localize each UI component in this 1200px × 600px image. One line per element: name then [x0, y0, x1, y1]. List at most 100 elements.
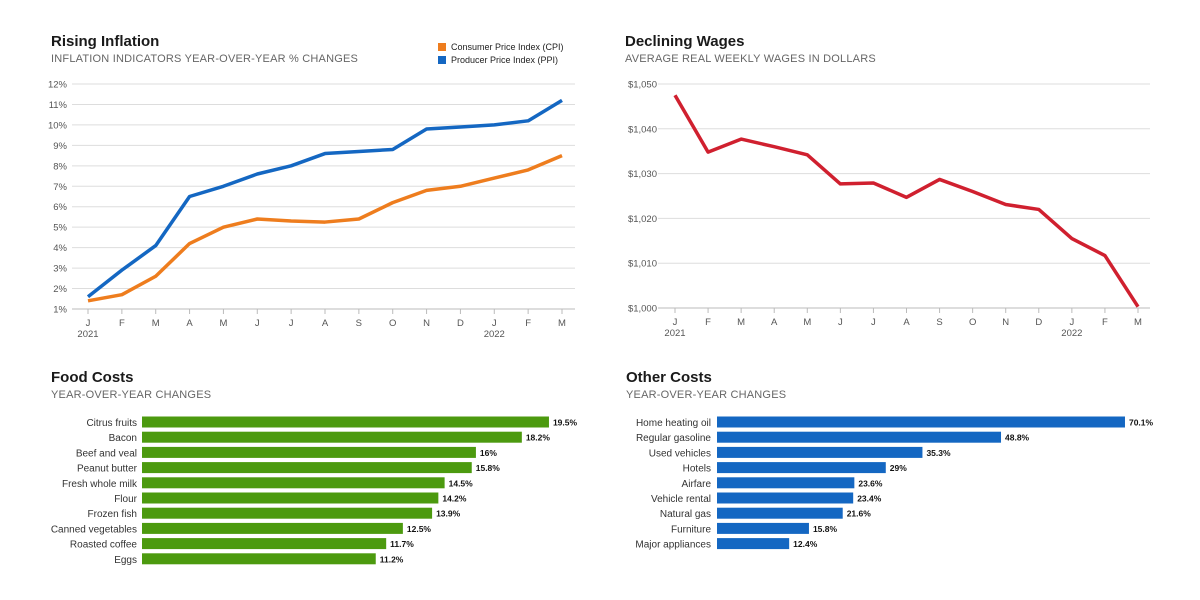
wages-xtick-label: D	[1035, 317, 1042, 328]
other-bar	[717, 446, 923, 458]
inflation-xtick-label: S	[356, 318, 362, 329]
other-category-label: Used vehicles	[649, 448, 711, 459]
wages-xtick-label: J	[871, 317, 876, 328]
inflation-ytick-label: 8%	[53, 161, 67, 172]
wages-year-label: 2021	[664, 328, 685, 339]
other-category-label: Hotels	[683, 464, 711, 475]
ppi-swatch	[438, 56, 446, 64]
inflation-xtick-label: A	[186, 318, 193, 329]
wages-ytick-label: $1,000	[628, 304, 657, 315]
food-value-label: 11.2%	[380, 554, 404, 564]
food-bar	[142, 416, 549, 428]
other-value-label: 23.4%	[857, 494, 882, 504]
inflation-xtick-label: M	[219, 318, 227, 329]
food-category-label: Flour	[114, 494, 137, 505]
food-title: Food Costs	[51, 369, 134, 386]
inflation-ytick-label: 5%	[53, 223, 67, 234]
inflation-ytick-label: 4%	[53, 243, 67, 254]
wages-xtick-label: N	[1002, 317, 1009, 328]
wages-xtick-label: F	[705, 317, 711, 328]
other-category-label: Home heating oil	[636, 418, 711, 429]
other-bar	[717, 477, 855, 489]
wages-subtitle: AVERAGE REAL WEEKLY WAGES IN DOLLARS	[625, 53, 876, 65]
other-value-label: 21.6%	[847, 509, 872, 519]
wages-ytick-label: $1,050	[628, 80, 657, 91]
food-value-label: 15.8%	[476, 463, 501, 473]
inflation-year-label: 2022	[484, 329, 505, 340]
inflation-ytick-label: 3%	[53, 264, 67, 275]
other-bar	[717, 492, 854, 504]
other-value-label: 48.8%	[1005, 433, 1030, 443]
other-category-label: Natural gas	[660, 509, 711, 520]
other-category-label: Airfare	[682, 479, 712, 490]
food-bar	[142, 431, 522, 443]
wages-xtick-label: F	[1102, 317, 1108, 328]
food-value-label: 14.2%	[442, 494, 467, 504]
legend-ppi-label: Producer Price Index (PPI)	[451, 55, 559, 65]
other-bar	[717, 462, 886, 474]
inflation-series-line-0	[87, 153, 563, 303]
inflation-xtick-label: N	[423, 318, 430, 329]
other-value-label: 15.8%	[813, 524, 838, 534]
food-category-label: Canned vegetables	[51, 524, 137, 535]
food-value-label: 13.9%	[436, 509, 461, 519]
food-bar	[142, 507, 433, 519]
food-value-label: 14.5%	[449, 478, 474, 488]
other-value-label: 29%	[890, 463, 907, 473]
wages-xtick-label: J	[838, 317, 843, 328]
food-bar	[142, 446, 476, 458]
legend-cpi: Consumer Price Index (CPI)	[438, 42, 564, 52]
inflation-xtick-label: J	[492, 318, 497, 329]
legend-ppi: Producer Price Index (PPI)	[438, 55, 558, 65]
wages-xtick-label: O	[969, 317, 976, 328]
other-category-label: Furniture	[671, 524, 711, 535]
inflation-xtick-label: M	[152, 318, 160, 329]
food-category-label: Fresh whole milk	[62, 479, 138, 490]
inflation-xtick-label: J	[255, 318, 260, 329]
food-bar	[142, 553, 376, 565]
other-bar	[717, 538, 790, 550]
inflation-ytick-label: 7%	[53, 182, 67, 193]
wages-title: Declining Wages	[625, 33, 745, 50]
food-bar	[142, 522, 403, 534]
wages-year-label: 2022	[1061, 328, 1082, 339]
other-value-label: 23.6%	[858, 478, 883, 488]
inflation-xtick-label: O	[389, 318, 396, 329]
inflation-ytick-label: 1%	[53, 305, 67, 316]
food-category-label: Roasted coffee	[70, 540, 138, 551]
inflation-year-label: 2021	[77, 329, 98, 340]
wages-xtick-label: S	[936, 317, 942, 328]
inflation-xtick-label: A	[322, 318, 329, 329]
inflation-xtick-label: F	[119, 318, 125, 329]
inflation-xtick-label: J	[289, 318, 294, 329]
inflation-xtick-label: F	[525, 318, 531, 329]
other-bar	[717, 507, 843, 519]
other-bar	[717, 416, 1125, 428]
other-value-label: 35.3%	[926, 448, 951, 458]
other-title: Other Costs	[626, 369, 712, 386]
food-bar	[142, 462, 472, 474]
inflation-ytick-label: 10%	[48, 120, 68, 131]
food-value-label: 11.7%	[390, 539, 414, 549]
wages-ytick-label: $1,040	[628, 124, 657, 135]
wages-xtick-label: M	[1134, 317, 1142, 328]
inflation-xtick-label: J	[86, 318, 91, 329]
wages-ytick-label: $1,030	[628, 169, 657, 180]
food-value-label: 19.5%	[553, 418, 578, 428]
wages-xtick-label: A	[771, 317, 778, 328]
inflation-ytick-label: 11%	[49, 100, 68, 111]
inflation-ytick-label: 6%	[53, 202, 67, 213]
inflation-series-line-1	[86, 98, 563, 299]
inflation-ytick-label: 12%	[48, 80, 68, 91]
wages-xtick-label: M	[737, 317, 745, 328]
wages-xtick-label: A	[903, 317, 910, 328]
inflation-xtick-label: D	[457, 318, 464, 329]
inflation-ytick-label: 9%	[53, 141, 67, 152]
inflation-title: Rising Inflation	[51, 33, 160, 50]
food-value-label: 12.5%	[407, 524, 432, 534]
other-subtitle: YEAR-OVER-YEAR CHANGES	[626, 389, 787, 401]
other-value-label: 70.1%	[1129, 418, 1154, 428]
food-category-label: Peanut butter	[77, 464, 138, 475]
food-category-label: Bacon	[109, 433, 137, 444]
